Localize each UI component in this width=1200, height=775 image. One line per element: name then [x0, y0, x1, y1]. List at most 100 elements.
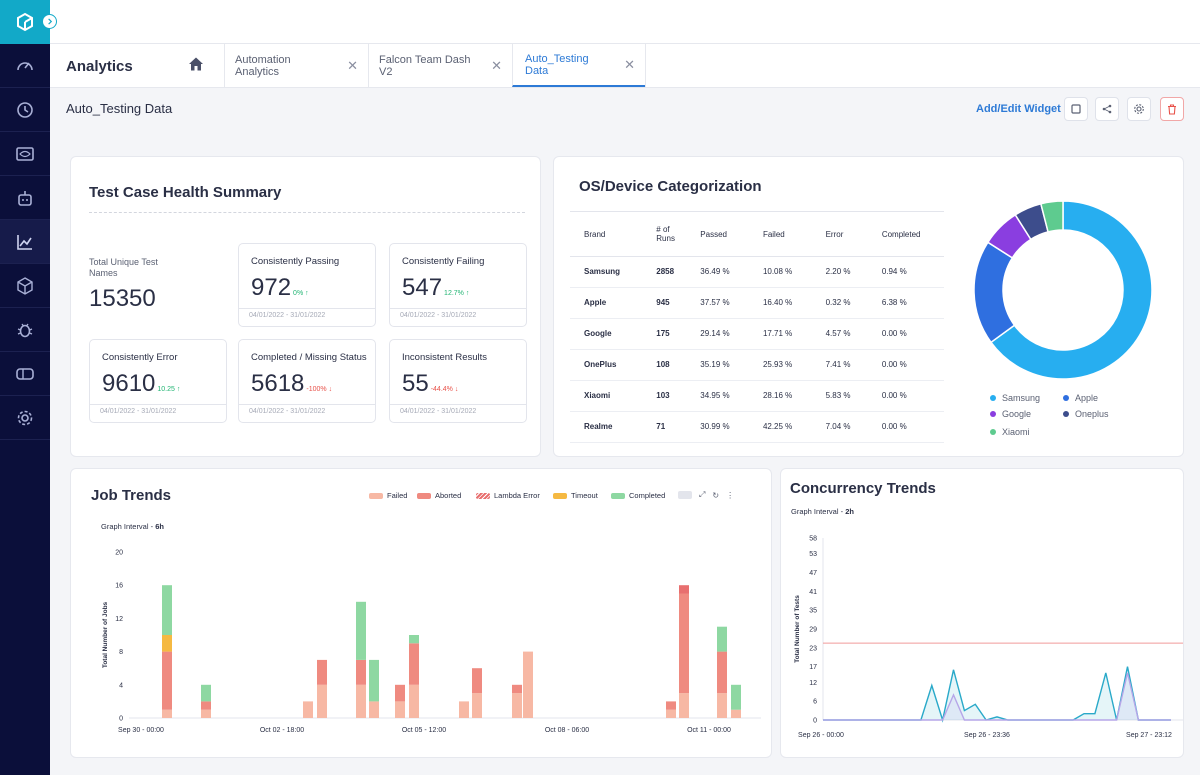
home-button[interactable] [188, 56, 204, 77]
share-button[interactable] [1095, 97, 1119, 121]
bar-segment-failed[interactable] [409, 684, 419, 718]
sidebar-item-bugs[interactable] [0, 308, 50, 352]
bar-segment-aborted[interactable] [317, 659, 327, 685]
bar-segment-aborted[interactable] [666, 701, 676, 710]
close-icon[interactable]: ✕ [491, 57, 502, 73]
sidebar-item-dashboard[interactable] [0, 44, 50, 88]
table-row[interactable]: Google 175 29.14 % 17.71 % 4.57 % 0.00 % [570, 318, 944, 350]
donut-slice-samsung[interactable] [989, 200, 1153, 380]
bar-segment-failed[interactable] [162, 709, 172, 718]
expand-icon[interactable]: ⤢ [699, 490, 706, 499]
sidebar-item-integrations[interactable] [0, 352, 50, 396]
bar-segment-aborted[interactable] [395, 684, 405, 702]
bar-segment-completed[interactable] [717, 626, 727, 652]
os-device-card: OS/Device Categorization Brand # of Runs P… [553, 156, 1184, 457]
table-cell: 175 [642, 318, 687, 350]
table-row[interactable]: Samsung 2858 36.49 % 10.08 % 2.20 % 0.94 % [570, 256, 944, 288]
table-cell: 5.83 % [811, 380, 868, 412]
settings-button[interactable] [1127, 97, 1151, 121]
delete-button[interactable] [1160, 97, 1184, 121]
legend-item-failed[interactable]: Failed [369, 491, 407, 500]
bar-segment-failed[interactable] [731, 709, 741, 718]
close-icon[interactable]: ✕ [624, 56, 635, 72]
bar-segment-completed[interactable] [409, 635, 419, 644]
bar-segment-failed[interactable] [512, 693, 522, 718]
sidebar-item-visual[interactable] [0, 132, 50, 176]
legend-item-completed[interactable]: Completed [611, 491, 665, 500]
stat-label: Consistently Error [102, 352, 178, 363]
y-tick-label: 16 [115, 583, 123, 590]
stat-delta: -100% ↓ [306, 386, 333, 393]
legend-item-oneplus[interactable]: Oneplus [1063, 409, 1109, 419]
donut-slice-xiaomi[interactable] [1039, 200, 1064, 233]
reset-icon[interactable]: ↻ [712, 490, 720, 500]
menu-icon[interactable]: ⋮ [726, 490, 735, 500]
bar-segment-completed[interactable] [731, 684, 741, 710]
table-cell: 4.57 % [811, 318, 868, 350]
legend-item-lambda-error[interactable]: Lambda Error [476, 491, 540, 500]
bar-segment-aborted[interactable] [472, 668, 482, 694]
legend-item-apple[interactable]: Apple [1063, 393, 1098, 403]
table-row[interactable]: Realme 71 30.99 % 42.25 % 7.04 % 0.00 % [570, 411, 944, 443]
close-icon[interactable]: ✕ [347, 57, 358, 73]
table-row[interactable]: OnePlus 108 35.19 % 25.93 % 7.41 % 0.00 % [570, 349, 944, 381]
tab-automation-analytics[interactable]: Automation Analytics ✕ [224, 44, 368, 87]
tab-falcon-team-dash[interactable]: Falcon Team Dash V2 ✕ [368, 44, 512, 87]
bar-segment-failed[interactable] [679, 693, 689, 718]
bar-segment-aborted[interactable] [409, 643, 419, 685]
bar-segment-failed[interactable] [523, 651, 533, 718]
table-row[interactable]: Xiaomi 103 34.95 % 28.16 % 5.83 % 0.00 % [570, 380, 944, 412]
bar-segment-completed[interactable] [162, 585, 172, 635]
sidebar-item-history[interactable] [0, 88, 50, 132]
bar-segment-failed[interactable] [201, 709, 211, 718]
bar-segment-failed[interactable] [459, 701, 469, 718]
sidebar-item-analytics[interactable] [0, 220, 50, 264]
sidebar-item-apps[interactable] [0, 264, 50, 308]
bar-segment-aborted[interactable] [201, 701, 211, 710]
bar-segment-timeout[interactable] [162, 635, 172, 652]
bar-segment-aborted[interactable] [512, 684, 522, 694]
legend-label: Timeout [571, 491, 598, 500]
bar-segment-failed[interactable] [369, 701, 379, 718]
legend-item-xiaomi[interactable]: Xiaomi [990, 427, 1030, 437]
sidebar-expand-button[interactable] [42, 14, 57, 29]
column-header: Completed [867, 213, 944, 257]
table-cell: 30.99 % [686, 411, 749, 443]
table-cell: 0.32 % [811, 287, 868, 319]
table-cell: 7.41 % [811, 349, 868, 381]
graph-interval: Graph Interval - 6h [101, 522, 164, 531]
bar-segment-aborted[interactable] [679, 593, 689, 694]
zoom-selection-icon[interactable] [678, 491, 692, 499]
bar-segment-completed[interactable] [356, 601, 366, 660]
sidebar-item-automation[interactable] [0, 176, 50, 220]
legend-label: Oneplus [1075, 409, 1109, 419]
series-line[interactable] [823, 672, 1171, 721]
bar-segment-completed[interactable] [201, 684, 211, 702]
legend-item-timeout[interactable]: Timeout [553, 491, 598, 500]
bar-segment-failed[interactable] [395, 701, 405, 718]
y-tick-label: 35 [809, 608, 817, 615]
bar-segment-failed[interactable] [356, 684, 366, 718]
legend-item-samsung[interactable]: Samsung [990, 393, 1040, 403]
tab-auto-testing-data[interactable]: Auto_Testing Data ✕ [512, 44, 645, 87]
bar-segment-failed[interactable] [303, 701, 313, 718]
bar-segment-lambda[interactable] [679, 585, 689, 594]
bar-segment-aborted[interactable] [162, 651, 172, 710]
bar-segment-aborted[interactable] [717, 651, 727, 694]
bar-segment-failed[interactable] [717, 693, 727, 718]
add-edit-widget-link[interactable]: Add/Edit Widget [976, 103, 1061, 115]
table-cell: 7.04 % [811, 411, 868, 443]
app-logo[interactable] [0, 0, 50, 44]
sidebar-item-settings[interactable] [0, 396, 50, 440]
bar-segment-failed[interactable] [666, 709, 676, 718]
bar-segment-failed[interactable] [472, 693, 482, 718]
table-row[interactable]: Apple 945 37.57 % 16.40 % 0.32 % 6.38 % [570, 287, 944, 319]
bar-segment-aborted[interactable] [356, 659, 366, 685]
bar-segment-failed[interactable] [317, 684, 327, 718]
legend-item-aborted[interactable]: Aborted [417, 491, 461, 500]
y-tick-label: 0 [119, 716, 123, 723]
legend-item-google[interactable]: Google [990, 409, 1031, 419]
donut-slice-apple[interactable] [973, 241, 1016, 344]
bar-segment-completed[interactable] [369, 659, 379, 702]
fullscreen-button[interactable] [1064, 97, 1088, 121]
